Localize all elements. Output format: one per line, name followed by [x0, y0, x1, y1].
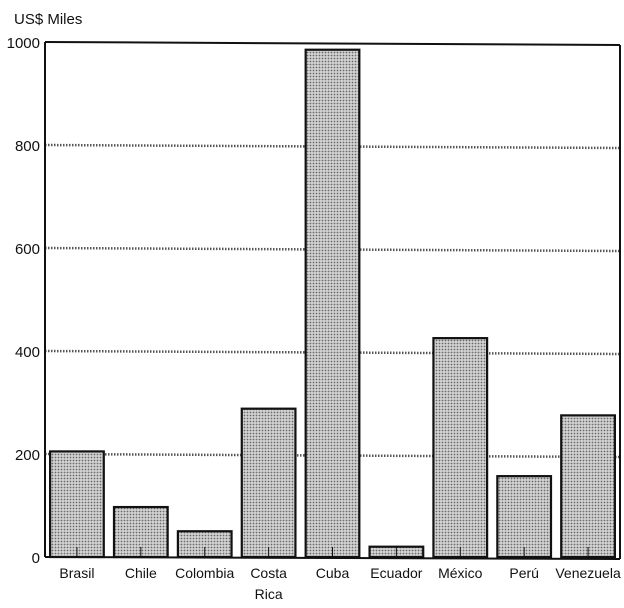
- bar-costa-rica: [240, 407, 297, 559]
- x-tick-label-line: México: [438, 565, 483, 581]
- y-tick-label: 600: [15, 241, 40, 258]
- x-tick-label-line: Cuba: [316, 565, 350, 581]
- x-tick-label-line: Ecuador: [370, 565, 422, 581]
- x-tick-label: Cuba: [316, 565, 350, 581]
- x-tick-label: Chile: [125, 565, 157, 581]
- plot-top-border: [44, 41, 621, 46]
- x-tick-label: Venezuela: [555, 565, 621, 581]
- x-tick-label-line: Costa: [250, 565, 287, 581]
- x-tick-label-line: Chile: [125, 565, 157, 581]
- x-axis-line: [44, 556, 621, 560]
- y-tick-label: 0: [32, 550, 40, 567]
- x-tick-label: Ecuador: [370, 565, 422, 581]
- bar-cuba: [304, 48, 361, 559]
- bars: [49, 48, 616, 559]
- x-tick-label: México: [438, 565, 483, 581]
- x-tick-label: Costa Rica: [250, 565, 287, 602]
- bar-per-: [496, 475, 553, 559]
- y-tick-label: 200: [15, 447, 40, 464]
- bar-m-xico: [432, 337, 489, 559]
- axes: [44, 41, 621, 560]
- x-tick-label-line: Colombia: [175, 565, 234, 581]
- x-tick-label-line: Perú: [509, 565, 539, 581]
- x-tick-label: Perú: [509, 565, 539, 581]
- bar-venezuela: [560, 414, 616, 559]
- x-tick-label-line: Venezuela: [555, 565, 621, 581]
- y-tick-label: 1000: [7, 35, 40, 52]
- y-tick-label: 400: [15, 344, 40, 361]
- y-tick-labels: 0 200 400 600 800 1000: [7, 35, 40, 567]
- bar-brasil: [49, 450, 105, 559]
- y-tick-label: 800: [15, 138, 40, 155]
- x-tick-label-line: Brasil: [59, 565, 94, 581]
- x-tick-labels: Brasil Chile Colombia Costa Rica Cuba Ecuador M…: [59, 565, 621, 602]
- y-axis-unit-label: US$ Miles: [14, 11, 82, 28]
- x-tick-label-line: Rica: [255, 586, 283, 602]
- x-tick-label: Brasil: [59, 565, 94, 581]
- x-tick-label: Colombia: [175, 565, 234, 581]
